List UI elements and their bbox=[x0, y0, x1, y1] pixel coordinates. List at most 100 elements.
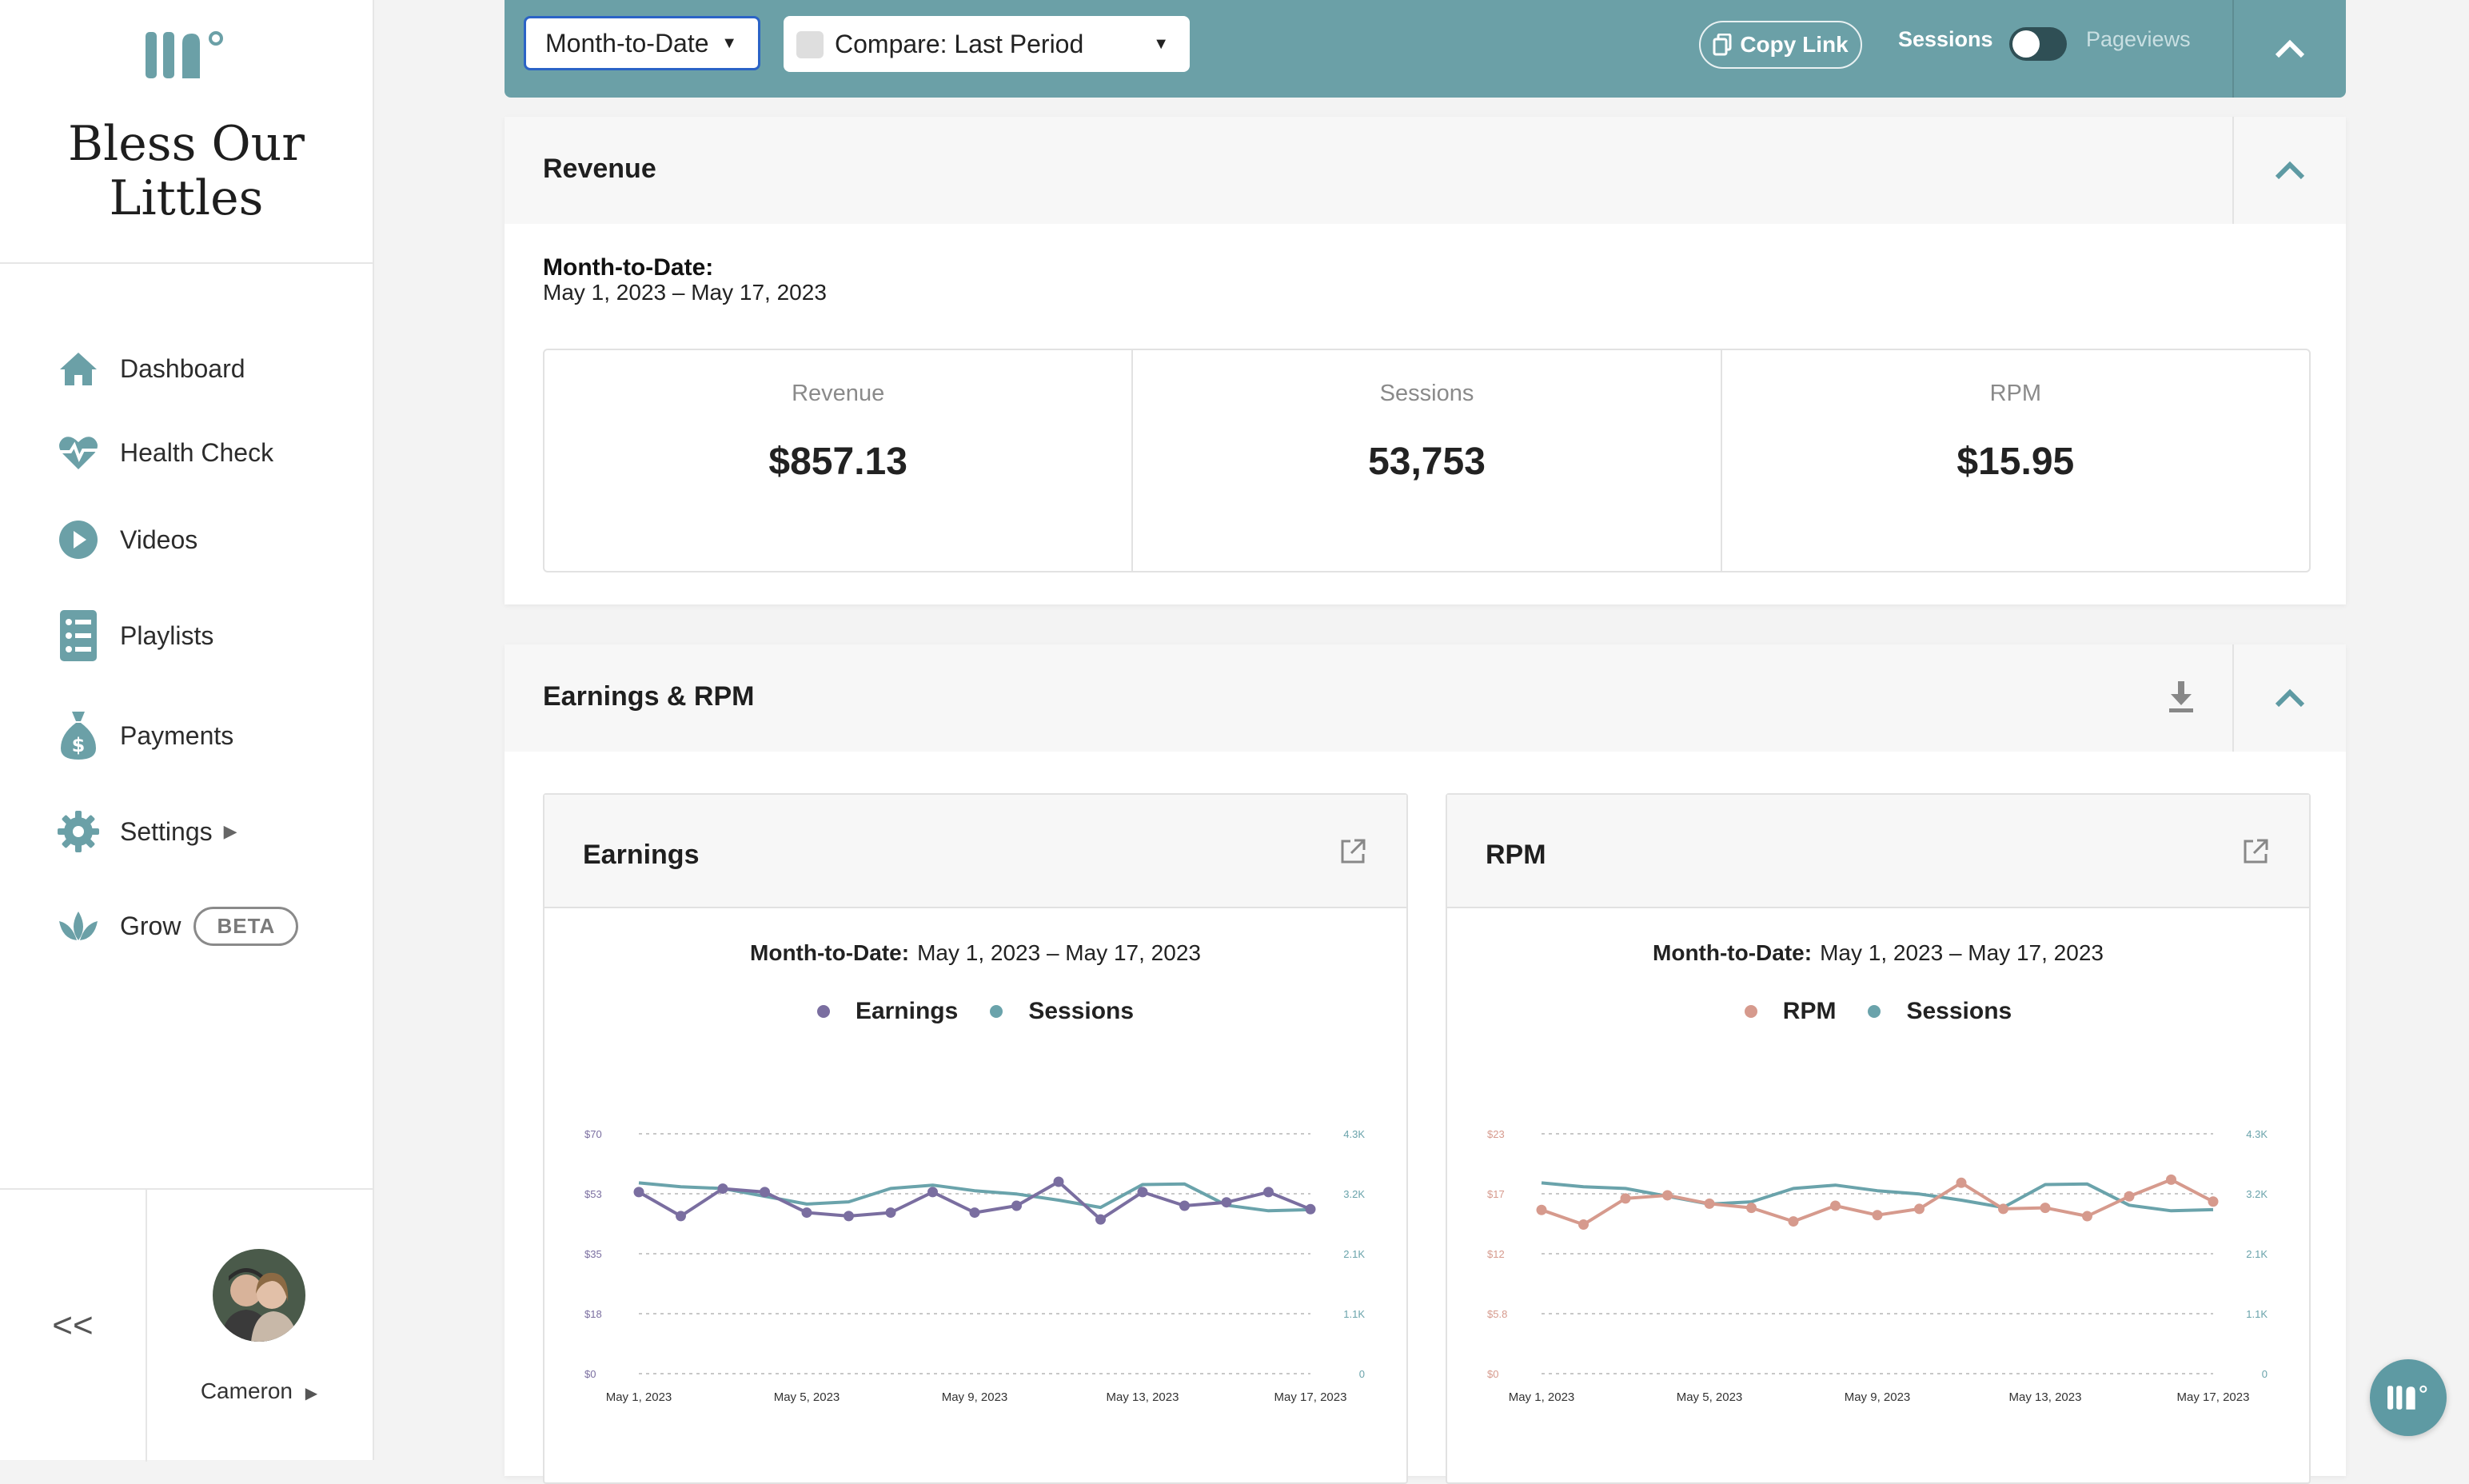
data-point bbox=[844, 1211, 854, 1222]
collapse-panel-button[interactable] bbox=[2232, 644, 2346, 752]
y-tick-right: 0 bbox=[2262, 1368, 2268, 1380]
x-tick-label: May 9, 2023 bbox=[942, 1390, 1008, 1404]
data-point bbox=[1263, 1187, 1274, 1198]
panel-title: Revenue bbox=[543, 154, 656, 184]
x-tick-label: May 5, 2023 bbox=[774, 1390, 840, 1404]
chart-legend: Earnings Sessions bbox=[544, 998, 1406, 1025]
chart-period-label: Month-to-Date: bbox=[750, 940, 910, 965]
x-tick-label: May 5, 2023 bbox=[1677, 1390, 1743, 1404]
brand-logo-icon[interactable] bbox=[142, 27, 230, 83]
data-point bbox=[2166, 1174, 2176, 1185]
data-point bbox=[2040, 1203, 2051, 1214]
compare-checkbox[interactable] bbox=[796, 31, 824, 58]
gear-icon bbox=[58, 811, 99, 852]
filter-toolbar: Month-to-Date ▼ Compare: Last Period ▼ C… bbox=[505, 0, 2346, 98]
nav-videos[interactable]: Videos bbox=[58, 516, 197, 564]
download-icon[interactable] bbox=[2168, 681, 2195, 713]
expand-caret-icon: ▶ bbox=[223, 821, 237, 841]
nav-label: Health Check bbox=[120, 437, 274, 467]
data-point bbox=[1620, 1193, 1631, 1204]
collapse-sidebar-button[interactable]: << bbox=[0, 1190, 147, 1462]
chart-header: RPM bbox=[1447, 795, 2309, 908]
data-point bbox=[885, 1207, 896, 1219]
metrics-row: Revenue $857.13 Sessions 53,753 RPM $15.… bbox=[543, 349, 2311, 572]
panel-header: Revenue bbox=[505, 117, 2346, 224]
metric-label: RPM bbox=[1989, 381, 2042, 406]
money-bag-icon: $ bbox=[58, 712, 99, 760]
earnings-line-chart: $0 0 $18 1.1K $35 2.1K $53 3.2K $70 4.3K May 1, 20… bbox=[584, 1128, 1365, 1404]
legend-item[interactable]: RPM bbox=[1744, 998, 1836, 1025]
svg-text:$: $ bbox=[72, 734, 86, 756]
heartbeat-icon bbox=[58, 432, 99, 473]
chevron-up-icon bbox=[2275, 39, 2305, 58]
legend-item[interactable]: Sessions bbox=[990, 998, 1134, 1025]
y-tick-left: $0 bbox=[1487, 1368, 1498, 1380]
data-point bbox=[2208, 1196, 2219, 1207]
external-link-icon[interactable] bbox=[1339, 838, 1366, 865]
dropdown-arrow-icon: ▼ bbox=[1153, 34, 1169, 53]
chart-title: RPM bbox=[1486, 840, 1546, 870]
nav-grow[interactable]: Grow BETA bbox=[58, 902, 299, 950]
beta-badge: BETA bbox=[193, 906, 299, 946]
compare-select[interactable]: Compare: Last Period ▼ bbox=[784, 16, 1190, 72]
nav-label: Payments bbox=[120, 720, 234, 750]
chart-period-label: Month-to-Date: bbox=[1653, 940, 1813, 965]
chart-period-range: May 1, 2023 – May 17, 2023 bbox=[917, 940, 1201, 965]
data-point bbox=[1788, 1216, 1799, 1227]
chevron-up-icon bbox=[2275, 161, 2305, 180]
date-range-select[interactable]: Month-to-Date ▼ bbox=[524, 16, 760, 70]
data-point bbox=[1872, 1210, 1883, 1221]
series-line-sessions bbox=[638, 1181, 1311, 1213]
home-icon bbox=[58, 348, 99, 389]
legend-label: Sessions bbox=[1906, 998, 2012, 1024]
earnings-chart-card: Earnings Month-to-Date: May 1, 2023 – May… bbox=[543, 793, 1408, 1484]
nav-playlists[interactable]: Playlists bbox=[58, 610, 213, 661]
data-point bbox=[633, 1187, 644, 1198]
nav-label: Dashboard bbox=[120, 353, 245, 383]
legend-item[interactable]: Sessions bbox=[1868, 998, 2012, 1025]
metric-revenue: Revenue $857.13 bbox=[544, 350, 1134, 571]
data-point bbox=[1830, 1200, 1841, 1211]
x-tick-label: May 13, 2023 bbox=[1107, 1390, 1179, 1404]
y-tick-left: $70 bbox=[584, 1128, 602, 1140]
chart-period: Month-to-Date: May 1, 2023 – May 17, 2023 bbox=[1447, 940, 2309, 966]
lotus-icon bbox=[58, 905, 99, 947]
y-tick-left: $23 bbox=[1487, 1128, 1505, 1140]
avatar[interactable] bbox=[213, 1249, 305, 1342]
period-label: Month-to-Date: bbox=[543, 254, 714, 281]
data-point bbox=[1914, 1203, 1925, 1215]
copy-icon bbox=[1713, 34, 1732, 56]
data-point bbox=[676, 1211, 686, 1222]
collapse-panel-button[interactable] bbox=[2232, 117, 2346, 224]
data-point bbox=[1221, 1197, 1232, 1208]
external-link-icon[interactable] bbox=[2242, 838, 2269, 865]
y-tick-left: $12 bbox=[1487, 1248, 1505, 1260]
y-tick-right: 3.2K bbox=[1343, 1188, 1365, 1200]
chat-launcher-button[interactable] bbox=[2370, 1359, 2447, 1436]
data-point bbox=[1137, 1187, 1148, 1198]
metric-label: Sessions bbox=[1379, 381, 1474, 406]
data-point bbox=[760, 1187, 770, 1198]
data-point bbox=[1746, 1203, 1757, 1214]
data-point bbox=[717, 1183, 728, 1195]
sidebar: Bless Our Littles Dashboard Health Check… bbox=[0, 0, 374, 1462]
user-menu[interactable]: Cameron ▶ bbox=[146, 1378, 373, 1404]
collapse-toolbar-button[interactable] bbox=[2232, 0, 2346, 98]
nav-payments[interactable]: $ Payments bbox=[58, 712, 233, 760]
site-name: Bless Our Littles bbox=[68, 116, 305, 226]
legend-item[interactable]: Earnings bbox=[816, 998, 958, 1025]
nav-health-check[interactable]: Health Check bbox=[58, 429, 273, 477]
expand-caret-icon: ▶ bbox=[305, 1385, 318, 1402]
chart-legend: RPM Sessions bbox=[1447, 998, 2309, 1025]
nav-settings[interactable]: Settings ▶ bbox=[58, 808, 237, 856]
y-tick-right: 1.1K bbox=[2246, 1308, 2268, 1320]
legend-dot bbox=[816, 1005, 830, 1018]
chart-title: Earnings bbox=[583, 840, 700, 870]
sessions-pageviews-toggle[interactable] bbox=[2009, 27, 2067, 61]
chart-period: Month-to-Date: May 1, 2023 – May 17, 2023 bbox=[544, 940, 1406, 966]
nav-dashboard[interactable]: Dashboard bbox=[58, 345, 245, 393]
y-tick-right: 2.1K bbox=[1343, 1248, 1365, 1260]
copy-link-button[interactable]: Copy Link bbox=[1699, 21, 1862, 69]
data-point bbox=[801, 1207, 812, 1219]
date-range-value: Month-to-Date bbox=[545, 28, 709, 58]
